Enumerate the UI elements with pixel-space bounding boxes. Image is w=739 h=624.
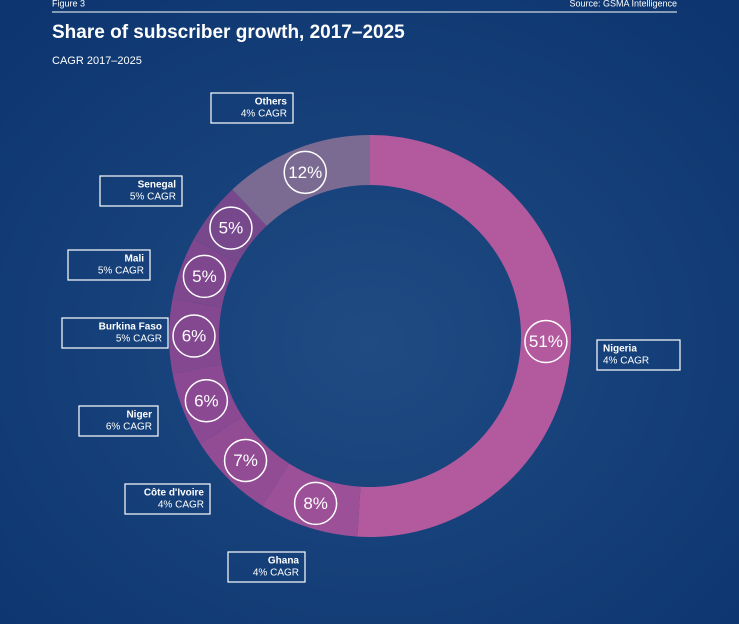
- donut-segment: [172, 364, 243, 444]
- cagr-label: 6% CAGR: [106, 422, 152, 433]
- donut-segment: [169, 298, 222, 374]
- cagr-label: 4% CAGR: [158, 500, 204, 511]
- value-label: 51%: [529, 332, 563, 351]
- value-badge: [209, 206, 253, 250]
- value-badge: [223, 438, 268, 483]
- category-label: Mali: [125, 254, 145, 265]
- category-label: Others: [255, 97, 288, 108]
- label-box: [227, 551, 306, 583]
- value-label: 6%: [182, 326, 207, 345]
- chart-subtitle: CAGR 2017–2025: [52, 55, 142, 67]
- cagr-label: 4% CAGR: [603, 356, 649, 367]
- donut-segment: [262, 463, 361, 537]
- category-label: Senegal: [138, 180, 177, 191]
- value-badge: [524, 319, 568, 364]
- value-badge: [184, 379, 229, 423]
- category-label: Côte d'Ivoire: [144, 488, 205, 499]
- label-box: [210, 92, 294, 124]
- category-label: Niger: [126, 410, 152, 421]
- label-box: [78, 405, 159, 437]
- cagr-label: 4% CAGR: [241, 109, 287, 120]
- label-box: [124, 483, 211, 515]
- label-box: [61, 317, 169, 349]
- cagr-label: 5% CAGR: [98, 266, 144, 277]
- cagr-label: 5% CAGR: [130, 192, 176, 203]
- value-label: 6%: [194, 391, 219, 410]
- value-label: 8%: [303, 494, 328, 513]
- donut-segment: [200, 416, 290, 506]
- label-box: [67, 249, 151, 281]
- value-badge: [293, 481, 338, 526]
- value-label: 5%: [192, 267, 217, 286]
- donut-segment: [193, 189, 267, 264]
- value-badge: [182, 254, 227, 299]
- source: Source: GSMA Intelligence: [569, 0, 677, 8]
- category-label: Ghana: [268, 556, 300, 567]
- label-box: [596, 339, 681, 371]
- value-label: 12%: [288, 163, 322, 182]
- donut-segment: [357, 135, 571, 537]
- chart-title: Share of subscriber growth, 2017–2025: [52, 22, 405, 43]
- value-badge: [283, 150, 327, 195]
- value-label: 5%: [219, 219, 244, 238]
- cagr-label: 5% CAGR: [116, 334, 162, 345]
- figure-label: Figure 3: [52, 0, 85, 8]
- label-box: [99, 175, 183, 207]
- donut-segment: [232, 135, 370, 226]
- category-label: Burkina Faso: [99, 322, 162, 333]
- cagr-label: 4% CAGR: [253, 568, 299, 579]
- category-label: Nigeria: [603, 344, 637, 355]
- value-badge: [172, 314, 216, 358]
- value-label: 7%: [233, 451, 258, 470]
